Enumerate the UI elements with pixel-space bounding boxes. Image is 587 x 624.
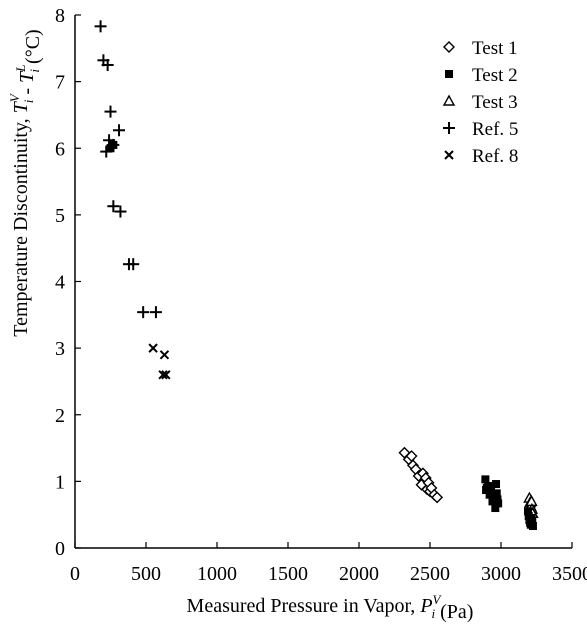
x-tick-label: 1000 bbox=[197, 563, 237, 585]
point-test-2 bbox=[494, 499, 503, 508]
point-test-2 bbox=[491, 504, 500, 513]
y-tick-label: 8 bbox=[55, 5, 65, 27]
y-tick-label: 1 bbox=[55, 471, 65, 493]
legend-label-test-2: Test 2 bbox=[472, 65, 518, 86]
x-tick-label: 3500 bbox=[552, 563, 587, 585]
y-tick-label: 7 bbox=[55, 72, 65, 94]
legend-label-test-3: Test 3 bbox=[472, 92, 518, 113]
legend: Test 1 Test 2 Test 3 Ref. 5 Ref. 8 bbox=[442, 38, 518, 167]
point-ref-8 bbox=[148, 343, 158, 353]
legend-marker-test-1 bbox=[443, 41, 455, 53]
x-stroke bbox=[444, 150, 454, 160]
x-tick-label: 2000 bbox=[339, 563, 379, 585]
point-test-2 bbox=[528, 517, 537, 526]
x-axis-title: Measured Pressure in Vapor, PV i (Pa) bbox=[187, 592, 474, 623]
x-tick-label: 0 bbox=[70, 563, 80, 585]
x-stroke bbox=[161, 370, 171, 380]
point-test-2 bbox=[528, 522, 537, 531]
tick-group: 0 1 2 3 4 5 6 7 8 0 500 1000 1500 2000 2500 3000 3500 bbox=[55, 5, 587, 585]
point-test-2 bbox=[523, 507, 532, 516]
x-stroke bbox=[158, 370, 168, 380]
y-tick-label: 3 bbox=[55, 338, 65, 360]
y-axis-title: Temperature Discontinuity, TVi - TLi (°C… bbox=[7, 29, 44, 336]
point-ref-8 bbox=[161, 370, 171, 380]
point-ref-5 bbox=[149, 306, 162, 319]
point-test-2 bbox=[109, 140, 118, 149]
x-tick-label: 1500 bbox=[268, 563, 308, 585]
x-tick-label: 500 bbox=[131, 563, 161, 585]
point-ref-5 bbox=[137, 306, 150, 319]
point-ref-5 bbox=[127, 258, 140, 271]
point-ref-5 bbox=[114, 205, 127, 218]
point-ref-8 bbox=[158, 370, 168, 380]
x-tick-label: 3000 bbox=[481, 563, 521, 585]
point-ref-5 bbox=[101, 58, 114, 71]
legend-marker-test-3 bbox=[442, 94, 456, 106]
point-test-2 bbox=[484, 482, 493, 491]
legend-marker-test-2 bbox=[445, 70, 453, 78]
y-tick-label: 0 bbox=[55, 538, 65, 560]
x-stroke bbox=[148, 343, 158, 353]
y-tick-label: 4 bbox=[55, 272, 65, 294]
legend-label-ref-5: Ref. 5 bbox=[472, 119, 518, 140]
x-stroke bbox=[159, 350, 170, 360]
legend-marker-ref-8 bbox=[444, 150, 454, 160]
point-ref-5 bbox=[107, 200, 120, 213]
point-ref-5 bbox=[94, 20, 107, 33]
point-test-2 bbox=[481, 475, 490, 484]
legend-marker-ref-5 bbox=[443, 122, 455, 134]
legend-label-test-1: Test 1 bbox=[472, 38, 518, 59]
point-ref-8 bbox=[159, 350, 170, 360]
x-tick-label: 2500 bbox=[410, 563, 450, 585]
data-marks bbox=[94, 20, 539, 531]
y-tick-label: 5 bbox=[55, 205, 65, 227]
legend-label-ref-8: Ref. 8 bbox=[472, 146, 518, 167]
y-tick-label: 2 bbox=[55, 405, 65, 427]
point-test-2 bbox=[492, 489, 501, 498]
point-ref-5 bbox=[104, 105, 117, 118]
point-test-2 bbox=[487, 487, 496, 496]
point-test-2 bbox=[492, 480, 501, 489]
point-ref-5 bbox=[113, 124, 126, 137]
y-tick-label: 6 bbox=[55, 138, 65, 160]
point-test-1 bbox=[431, 491, 444, 504]
